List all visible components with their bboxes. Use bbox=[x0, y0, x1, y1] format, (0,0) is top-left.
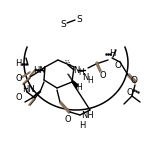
Text: N: N bbox=[82, 72, 88, 81]
Text: H: H bbox=[15, 59, 21, 68]
Text: H: H bbox=[109, 48, 115, 57]
Text: H: H bbox=[76, 83, 82, 92]
Text: S: S bbox=[76, 15, 82, 24]
Text: O: O bbox=[100, 71, 106, 80]
Text: O: O bbox=[130, 76, 138, 84]
Polygon shape bbox=[72, 80, 78, 88]
Text: S: S bbox=[60, 20, 66, 28]
Text: NH: NH bbox=[82, 111, 94, 120]
Text: O: O bbox=[16, 92, 22, 101]
Text: N: N bbox=[73, 65, 79, 75]
Text: O: O bbox=[16, 73, 22, 83]
Text: O: O bbox=[65, 116, 71, 124]
Text: O: O bbox=[114, 60, 122, 69]
Text: H: H bbox=[79, 120, 85, 129]
Text: H: H bbox=[87, 76, 93, 84]
Text: O: O bbox=[127, 88, 133, 96]
Text: H: H bbox=[78, 68, 84, 76]
Text: HN: HN bbox=[22, 84, 35, 93]
Text: HN: HN bbox=[33, 65, 46, 75]
